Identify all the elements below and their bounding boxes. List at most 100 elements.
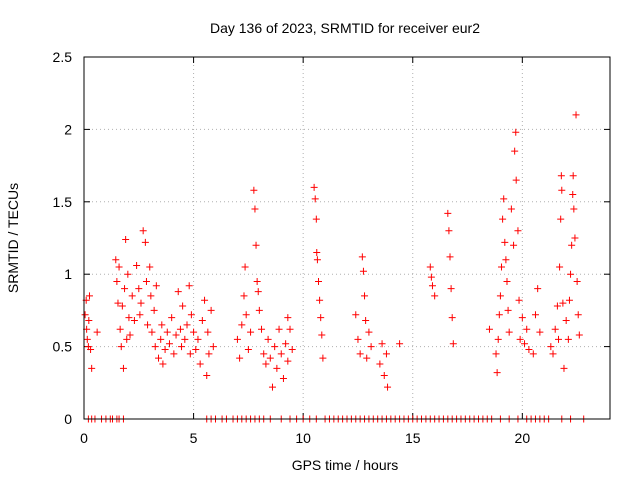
data-point (568, 241, 576, 249)
data-point (273, 364, 281, 372)
data-point (367, 343, 375, 351)
data-point (284, 357, 292, 365)
data-point (505, 328, 513, 336)
data-point (174, 288, 182, 296)
data-point (115, 263, 123, 271)
data-point (152, 282, 160, 290)
data-point (271, 343, 279, 351)
data-point (233, 335, 241, 343)
data-point (168, 314, 176, 322)
data-point (262, 360, 270, 368)
data-point (554, 335, 562, 343)
data-point (124, 270, 132, 278)
data-point (319, 354, 327, 362)
data-point (148, 328, 156, 336)
data-point (187, 311, 195, 319)
y-axis-label: SRMTID / TECUs (5, 183, 21, 293)
data-point (250, 186, 258, 194)
data-point (573, 277, 581, 285)
data-point (426, 263, 434, 271)
plot-frame (83, 56, 611, 420)
data-point (310, 183, 318, 191)
data-point (93, 328, 101, 336)
data-point (565, 296, 573, 304)
data-point (139, 227, 147, 235)
data-point (551, 325, 559, 333)
data-point (85, 292, 93, 300)
data-point (547, 343, 555, 351)
data-point (133, 262, 141, 270)
data-point (83, 335, 91, 343)
data-point (363, 354, 371, 362)
data-point (316, 296, 324, 304)
data-point (85, 317, 93, 325)
data-point (569, 172, 577, 180)
data-point (507, 205, 515, 213)
data-point (194, 335, 202, 343)
data-point (88, 364, 96, 372)
data-point (313, 256, 321, 264)
data-point (240, 292, 248, 300)
data-point (186, 350, 194, 358)
data-point (117, 343, 125, 351)
data-point (112, 256, 120, 264)
y-tick-label: 0 (64, 411, 72, 427)
data-point (209, 343, 217, 351)
data-point (564, 335, 572, 343)
data-point (275, 325, 283, 333)
data-point (196, 360, 204, 368)
data-points (81, 111, 588, 423)
data-point (549, 350, 557, 358)
data-point (284, 314, 292, 322)
data-point (318, 331, 326, 339)
data-point (382, 350, 390, 358)
data-point (125, 314, 133, 322)
data-point (122, 235, 130, 243)
data-point (251, 205, 259, 213)
data-point (258, 325, 266, 333)
data-point (190, 328, 198, 336)
data-point (260, 350, 268, 358)
data-point (135, 285, 143, 293)
data-point (146, 263, 154, 271)
data-point (446, 253, 454, 261)
data-point (574, 311, 582, 319)
data-point (137, 299, 145, 307)
data-point (516, 335, 524, 343)
data-point (500, 195, 508, 203)
chart-title: Day 136 of 2023, SRMTID for receiver eur… (210, 20, 480, 36)
data-point (159, 360, 167, 368)
data-point (362, 317, 370, 325)
data-point (252, 241, 260, 249)
data-point (361, 292, 369, 300)
data-point (244, 345, 252, 353)
data-point (378, 340, 386, 348)
data-point (570, 205, 578, 213)
data-point (141, 238, 149, 246)
data-point (119, 364, 127, 372)
data-point (113, 277, 121, 285)
y-tick-label: 2.5 (53, 49, 73, 65)
data-point (87, 345, 95, 353)
data-point (151, 343, 159, 351)
data-point (128, 292, 136, 300)
data-point (185, 282, 193, 290)
data-point (447, 285, 455, 293)
data-point (204, 328, 212, 336)
data-point (150, 306, 158, 314)
data-point (559, 299, 567, 307)
data-point (557, 215, 565, 223)
data-point (448, 314, 456, 322)
data-point (494, 335, 502, 343)
data-point (130, 317, 138, 325)
data-point (311, 195, 319, 203)
data-point (198, 317, 206, 325)
data-point (207, 306, 215, 314)
data-point (428, 282, 436, 290)
data-point (365, 328, 373, 336)
data-point (512, 176, 520, 184)
data-point (254, 288, 262, 296)
y-tick-label: 0.5 (53, 339, 73, 355)
data-point (238, 321, 246, 329)
